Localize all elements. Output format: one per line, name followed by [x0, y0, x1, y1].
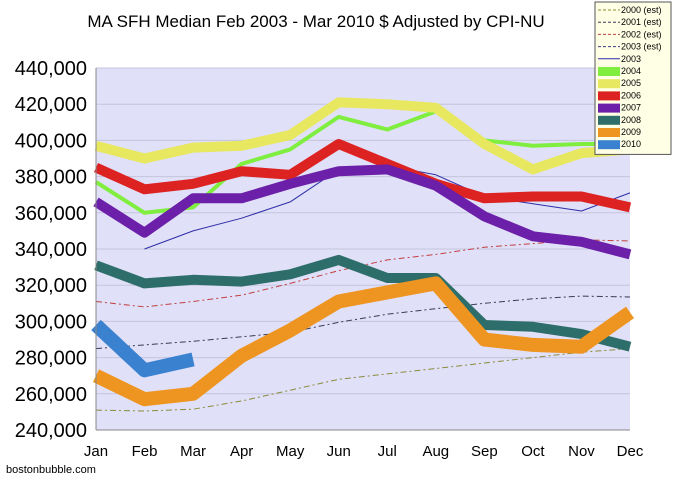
legend-label: 2009 — [621, 127, 641, 137]
legend-swatch — [598, 79, 620, 89]
legend-swatch — [598, 91, 620, 101]
y-tick-label: 360,000 — [15, 203, 87, 225]
series-line — [92, 276, 635, 407]
series-2008 — [94, 254, 632, 352]
series-2007 — [93, 164, 632, 260]
series-line — [95, 295, 631, 350]
x-tick-label: Aug — [422, 443, 449, 460]
legend-label: 2001 (est) — [621, 17, 662, 27]
legend-label: 2008 — [621, 115, 641, 125]
series-2000-est — [95, 348, 631, 412]
x-tick-label: Oct — [521, 443, 545, 460]
y-tick-label: 440,000 — [15, 58, 87, 80]
legend-label: 2003 (est) — [621, 42, 662, 52]
series-2009 — [92, 276, 635, 407]
x-tick-label: Sep — [471, 443, 498, 460]
x-tick-label: Mar — [180, 443, 206, 460]
chart-title: MA SFH Median Feb 2003 - Mar 2010 $ Adju… — [87, 12, 544, 31]
legend: 2000 (est) 2001 (est) 2002 (est) 2003 (est)… — [594, 1, 672, 155]
series-line — [94, 254, 632, 352]
series-line — [93, 164, 632, 260]
y-tick-label: 400,000 — [15, 130, 87, 152]
series-2001-est — [95, 295, 631, 350]
legend-swatch — [598, 115, 620, 125]
x-tick-label: Apr — [230, 443, 253, 460]
legend-label: 2000 (est) — [621, 5, 662, 15]
y-tick-label: 320,000 — [15, 275, 87, 297]
series-layer — [91, 97, 635, 412]
series-line — [91, 319, 195, 378]
series-2005 — [94, 97, 631, 175]
legend-swatch — [598, 140, 620, 150]
x-tick-label: Jun — [327, 443, 351, 460]
legend-label: 2004 — [621, 66, 641, 76]
y-tick-label: 280,000 — [15, 348, 87, 370]
legend-label: 2002 (est) — [621, 29, 662, 39]
y-tick-label: 300,000 — [15, 311, 87, 333]
legend-swatch — [598, 103, 620, 113]
y-tick-label: 420,000 — [15, 94, 87, 116]
x-tick-label: Jan — [84, 443, 108, 460]
legend-swatch — [598, 67, 620, 76]
y-tick-label: 380,000 — [15, 167, 87, 189]
y-tick-label: 260,000 — [15, 384, 87, 406]
x-tick-label: Feb — [132, 443, 158, 460]
credit-text: bostonbubble.com — [6, 464, 96, 476]
legend-label: 2010 — [621, 139, 641, 149]
series-line — [94, 97, 631, 175]
y-axis: 240,000 260,000 280,000 300,000 320,000 340,0… — [15, 58, 87, 442]
y-tick-label: 240,000 — [15, 420, 87, 442]
legend-label: 2003 — [621, 54, 641, 64]
series-line — [95, 348, 631, 412]
x-axis: Jan Feb Mar Apr May Jun Jul Aug Sep Oct Nov Dec — [84, 68, 644, 460]
series-2006 — [93, 139, 632, 213]
legend-label: 2006 — [621, 90, 641, 100]
x-tick-label: Nov — [568, 443, 595, 460]
x-tick-label: Jul — [378, 443, 397, 460]
legend-label: 2007 — [621, 103, 641, 113]
legend-label: 2005 — [621, 78, 641, 88]
legend-swatch — [598, 128, 620, 137]
y-tick-label: 340,000 — [15, 239, 87, 261]
x-tick-label: May — [276, 443, 305, 460]
x-tick-label: Dec — [617, 443, 644, 460]
series-2010 — [91, 319, 195, 378]
series-line — [93, 139, 632, 213]
